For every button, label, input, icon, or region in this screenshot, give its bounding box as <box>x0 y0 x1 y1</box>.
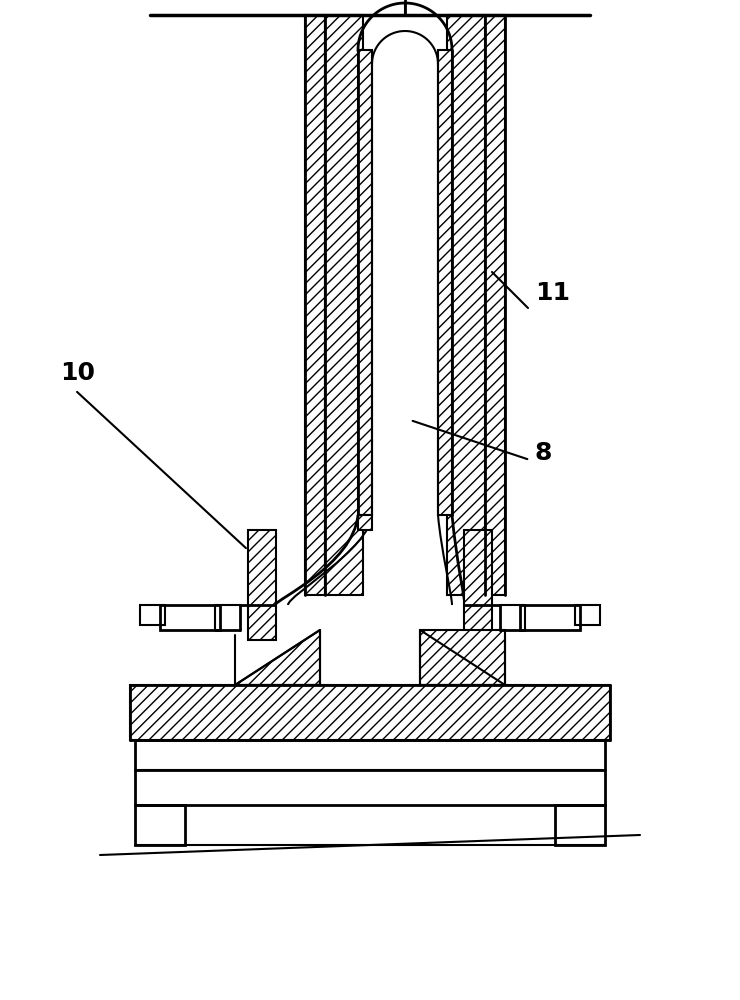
Polygon shape <box>235 630 320 685</box>
Polygon shape <box>358 515 372 530</box>
Text: 10: 10 <box>60 361 95 385</box>
Polygon shape <box>358 50 372 515</box>
Text: 8: 8 <box>535 441 552 465</box>
Bar <box>135 805 185 845</box>
Polygon shape <box>438 50 452 515</box>
Bar <box>485 15 505 595</box>
Polygon shape <box>325 15 363 595</box>
Bar <box>305 15 325 595</box>
Bar <box>575 605 600 625</box>
Polygon shape <box>130 685 610 740</box>
Text: 11: 11 <box>535 281 570 305</box>
Bar <box>555 805 605 845</box>
Bar <box>520 605 580 630</box>
Polygon shape <box>447 15 485 595</box>
Bar <box>140 605 165 625</box>
Bar <box>248 530 276 640</box>
Bar <box>464 530 492 640</box>
Bar <box>160 605 220 630</box>
Polygon shape <box>420 630 505 685</box>
